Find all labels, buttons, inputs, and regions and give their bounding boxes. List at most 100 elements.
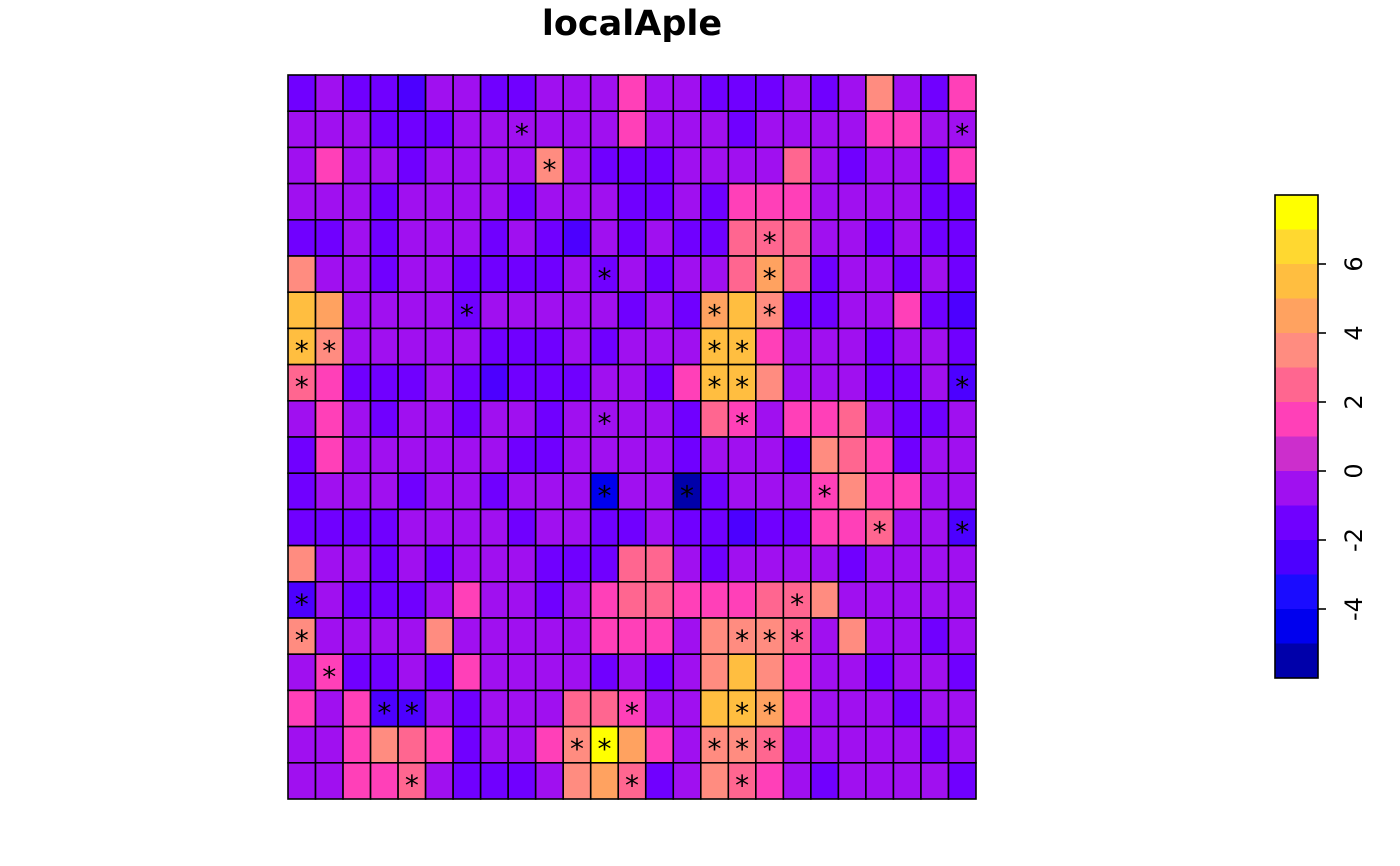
significance-marker: * — [763, 262, 777, 295]
heatmap-cell — [507, 725, 537, 764]
significance-marker: * — [405, 697, 419, 730]
heatmap-cell — [589, 689, 620, 728]
heatmap-cell — [892, 508, 922, 547]
heatmap-cell — [369, 725, 399, 764]
heatmap-cell — [562, 146, 592, 185]
heatmap-cell — [424, 580, 454, 619]
heatmap-cell — [755, 653, 785, 692]
heatmap-cell — [699, 74, 730, 113]
heatmap-cell — [644, 146, 675, 185]
heatmap-cell — [314, 761, 344, 800]
heatmap-cell — [424, 689, 454, 728]
heatmap-cell — [534, 110, 564, 149]
heatmap-cell — [755, 580, 785, 619]
heatmap-cell — [479, 110, 509, 149]
heatmap-cell — [342, 580, 372, 619]
heatmap-cell — [617, 472, 647, 511]
heatmap-cell — [397, 255, 427, 294]
legend-color-swatch — [1275, 471, 1318, 506]
significance-marker: * — [763, 226, 777, 259]
heatmap-cell — [947, 255, 977, 294]
heatmap-cell — [397, 146, 427, 185]
heatmap-cell — [452, 182, 482, 221]
heatmap-cell — [865, 617, 895, 656]
heatmap-cell — [644, 363, 675, 402]
heatmap-cell — [892, 617, 922, 656]
heatmap-cell — [369, 761, 399, 800]
heatmap-cell — [479, 255, 509, 294]
heatmap-cell — [534, 399, 564, 438]
legend-color-swatch — [1275, 195, 1318, 230]
heatmap-cell — [920, 689, 950, 728]
heatmap-cell — [507, 580, 537, 619]
heatmap-cell — [452, 146, 482, 185]
significance-marker: * — [763, 733, 777, 766]
heatmap-cell — [672, 725, 702, 764]
heatmap-cell — [865, 363, 895, 402]
heatmap-cell — [507, 291, 537, 330]
heatmap-cell — [562, 436, 592, 475]
heatmap-cell — [782, 399, 812, 438]
heatmap-cell — [782, 255, 812, 294]
heatmap-cell — [287, 146, 317, 185]
heatmap-cell — [837, 399, 867, 438]
heatmap-cell — [699, 617, 730, 656]
heatmap-cell — [810, 617, 840, 656]
heatmap-cell — [947, 653, 977, 692]
heatmap-cell — [810, 182, 840, 221]
heatmap-cell — [452, 653, 482, 692]
significance-marker: * — [597, 262, 611, 295]
heatmap-cell — [837, 544, 867, 583]
heatmap-cell — [287, 761, 317, 800]
heatmap-cell — [920, 74, 950, 113]
heatmap-cell — [507, 182, 537, 221]
significance-marker: * — [460, 298, 474, 331]
significance-marker: * — [680, 479, 694, 512]
heatmap-cell — [837, 255, 867, 294]
heatmap-cell — [369, 74, 399, 113]
heatmap-cell — [424, 219, 454, 257]
heatmap-cell — [947, 182, 977, 221]
heatmap-cell — [369, 146, 399, 185]
heatmap-cell — [837, 110, 867, 149]
heatmap-cell — [699, 146, 730, 185]
heatmap-cell — [287, 689, 317, 728]
heatmap-cell — [507, 617, 537, 656]
heatmap-cell — [397, 436, 427, 475]
heatmap-cell — [699, 472, 730, 511]
heatmap-cell — [424, 725, 454, 764]
heatmap-cell — [534, 761, 564, 800]
heatmap-cell — [644, 580, 675, 619]
heatmap-cell — [452, 436, 482, 475]
heatmap-cell — [314, 436, 344, 475]
heatmap-cell — [699, 219, 730, 257]
heatmap-cell — [755, 182, 785, 221]
heatmap-cell — [947, 689, 977, 728]
heatmap-cell — [865, 472, 895, 511]
heatmap-cell — [589, 761, 620, 800]
heatmap-cell — [589, 653, 620, 692]
heatmap-cell — [837, 74, 867, 113]
heatmap-cell — [947, 436, 977, 475]
legend-tick-label: 6 — [1340, 256, 1368, 271]
legend-color-swatch — [1275, 643, 1318, 678]
heatmap-cell — [920, 291, 950, 330]
heatmap-cell — [479, 291, 509, 330]
significance-marker: * — [597, 407, 611, 440]
heatmap-cell — [755, 74, 785, 113]
heatmap-cell — [534, 363, 564, 402]
heatmap-cell — [699, 291, 730, 330]
heatmap-cell — [892, 146, 922, 185]
heatmap-cell — [287, 399, 317, 438]
heatmap-cell — [920, 110, 950, 149]
heatmap-cell — [397, 291, 427, 330]
heatmap-cell — [534, 436, 564, 475]
significance-marker: * — [322, 660, 336, 693]
heatmap-cell — [342, 146, 372, 185]
heatmap-cell — [810, 291, 840, 330]
color-legend: -4 -2 0 2 4 6 — [1274, 194, 1368, 679]
heatmap-cell — [727, 74, 757, 113]
heatmap-cell — [865, 74, 895, 113]
heatmap-cell — [452, 472, 482, 511]
